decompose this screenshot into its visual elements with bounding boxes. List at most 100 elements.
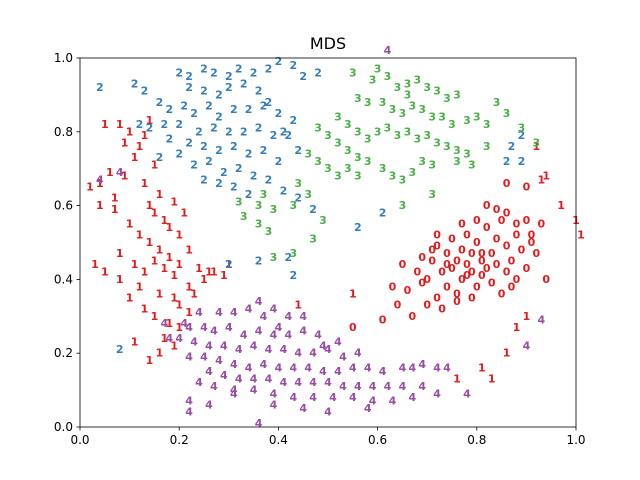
chart-title: MDS <box>310 34 346 53</box>
point-digit-2: 2 <box>354 221 362 234</box>
point-digit-1: 1 <box>141 266 149 279</box>
point-digit-2: 2 <box>289 114 297 127</box>
point-digit-4: 4 <box>294 376 302 389</box>
point-digit-0: 0 <box>473 280 481 293</box>
point-digit-3: 3 <box>394 129 402 142</box>
point-digit-4: 4 <box>433 362 441 375</box>
point-digit-4: 4 <box>329 391 337 404</box>
point-digit-4: 4 <box>408 362 416 375</box>
point-digit-2: 2 <box>235 63 243 76</box>
point-digit-1: 1 <box>146 114 154 127</box>
point-digit-4: 4 <box>200 350 208 363</box>
point-digit-2: 2 <box>245 147 253 160</box>
point-digit-3: 3 <box>389 103 397 116</box>
point-digit-0: 0 <box>493 232 501 245</box>
point-digit-2: 2 <box>294 144 302 157</box>
point-digit-4: 4 <box>235 373 243 386</box>
point-digit-4: 4 <box>299 402 307 415</box>
point-digit-4: 4 <box>304 362 312 375</box>
point-digit-2: 2 <box>205 100 213 113</box>
point-digit-2: 2 <box>235 162 243 175</box>
point-digit-1: 1 <box>349 288 357 301</box>
point-digit-2: 2 <box>146 122 154 135</box>
point-digit-2: 2 <box>205 155 213 168</box>
point-digit-2: 2 <box>230 103 238 116</box>
point-digit-3: 3 <box>423 129 431 142</box>
point-digit-2: 2 <box>225 81 233 94</box>
point-digit-0: 0 <box>523 262 531 275</box>
point-digit-1: 1 <box>91 258 99 271</box>
point-digit-0: 0 <box>458 243 466 256</box>
point-digit-4: 4 <box>354 347 362 360</box>
point-digit-1: 1 <box>116 247 124 260</box>
point-digit-2: 2 <box>314 66 322 79</box>
point-digit-1: 1 <box>175 229 183 242</box>
point-digit-3: 3 <box>354 92 362 105</box>
point-digit-0: 0 <box>463 258 471 271</box>
point-digit-4: 4 <box>379 365 387 378</box>
point-digit-4: 4 <box>284 310 292 323</box>
point-digit-1: 1 <box>136 280 144 293</box>
point-digit-1: 1 <box>126 218 134 231</box>
point-digit-2: 2 <box>210 66 218 79</box>
point-digit-1: 1 <box>111 192 119 205</box>
point-digit-0: 0 <box>443 247 451 260</box>
point-digit-0: 0 <box>498 288 506 301</box>
point-digit-1: 1 <box>175 299 183 312</box>
point-digit-4: 4 <box>260 358 268 371</box>
point-digit-1: 1 <box>126 291 134 304</box>
point-digit-1: 1 <box>478 362 486 375</box>
data-points: 0000000000000000000000000000000000000000… <box>86 44 585 430</box>
point-digit-1: 1 <box>156 288 164 301</box>
point-digit-3: 3 <box>319 214 327 227</box>
point-digit-1: 1 <box>136 229 144 242</box>
point-digit-3: 3 <box>518 122 526 135</box>
point-digit-2: 2 <box>245 103 253 116</box>
point-digit-2: 2 <box>160 118 168 131</box>
point-digit-4: 4 <box>225 321 233 334</box>
point-digit-4: 4 <box>364 402 372 415</box>
point-digit-4: 4 <box>270 302 278 315</box>
point-digit-0: 0 <box>523 181 531 194</box>
x-tick-label: 1.0 <box>566 433 585 447</box>
point-digit-3: 3 <box>428 188 436 201</box>
point-digit-3: 3 <box>404 125 412 138</box>
point-digit-4: 4 <box>220 369 228 382</box>
point-digit-2: 2 <box>136 118 144 131</box>
point-digit-0: 0 <box>448 232 456 245</box>
y-tick-label: 0.6 <box>54 199 73 213</box>
point-digit-3: 3 <box>493 96 501 109</box>
point-digit-3: 3 <box>379 162 387 175</box>
point-digit-1: 1 <box>170 339 178 352</box>
point-digit-4: 4 <box>96 173 104 186</box>
point-digit-3: 3 <box>374 125 382 138</box>
point-digit-4: 4 <box>250 339 258 352</box>
point-digit-0: 0 <box>518 243 526 256</box>
point-digit-4: 4 <box>354 380 362 393</box>
point-digit-3: 3 <box>314 155 322 168</box>
point-digit-3: 3 <box>408 100 416 113</box>
point-digit-2: 2 <box>240 77 248 90</box>
point-digit-3: 3 <box>463 147 471 160</box>
point-digit-2: 2 <box>265 96 273 109</box>
point-digit-1: 1 <box>205 266 213 279</box>
point-digit-4: 4 <box>245 302 253 315</box>
point-digit-4: 4 <box>324 376 332 389</box>
point-digit-4: 4 <box>309 391 317 404</box>
point-digit-4: 4 <box>116 166 124 179</box>
point-digit-3: 3 <box>443 140 451 153</box>
point-digit-2: 2 <box>270 129 278 142</box>
point-digit-1: 1 <box>116 273 124 286</box>
point-digit-4: 4 <box>160 317 168 330</box>
point-digit-4: 4 <box>399 380 407 393</box>
point-digit-3: 3 <box>354 170 362 183</box>
point-digit-0: 0 <box>537 218 545 231</box>
point-digit-0: 0 <box>478 254 486 267</box>
point-digit-3: 3 <box>413 74 421 87</box>
point-digit-3: 3 <box>384 70 392 83</box>
point-digit-1: 1 <box>175 258 183 271</box>
point-digit-3: 3 <box>265 225 273 238</box>
point-digit-1: 1 <box>151 159 159 172</box>
point-digit-2: 2 <box>260 100 268 113</box>
